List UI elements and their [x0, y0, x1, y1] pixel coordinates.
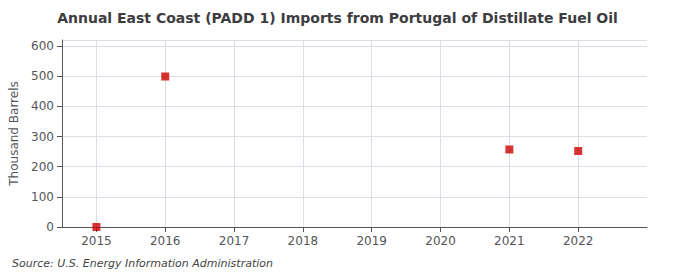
svg-text:0: 0: [46, 220, 54, 234]
svg-text:Source: U.S. Energy Informatio: Source: U.S. Energy Information Administ…: [12, 257, 273, 270]
svg-text:500: 500: [31, 69, 54, 83]
svg-text:Annual East Coast (PADD 1) Imp: Annual East Coast (PADD 1) Imports from …: [57, 10, 618, 26]
svg-text:2019: 2019: [356, 234, 387, 248]
svg-text:100: 100: [31, 190, 54, 204]
svg-text:2021: 2021: [494, 234, 525, 248]
svg-text:300: 300: [31, 130, 54, 144]
svg-text:2015: 2015: [81, 234, 112, 248]
svg-text:2022: 2022: [563, 234, 594, 248]
svg-text:2016: 2016: [150, 234, 181, 248]
svg-text:2018: 2018: [288, 234, 319, 248]
svg-text:2017: 2017: [219, 234, 250, 248]
svg-text:400: 400: [31, 99, 54, 113]
svg-text:2020: 2020: [425, 234, 456, 248]
svg-text:200: 200: [31, 160, 54, 174]
svg-text:Thousand Barrels: Thousand Barrels: [7, 81, 21, 186]
svg-text:600: 600: [31, 39, 54, 53]
